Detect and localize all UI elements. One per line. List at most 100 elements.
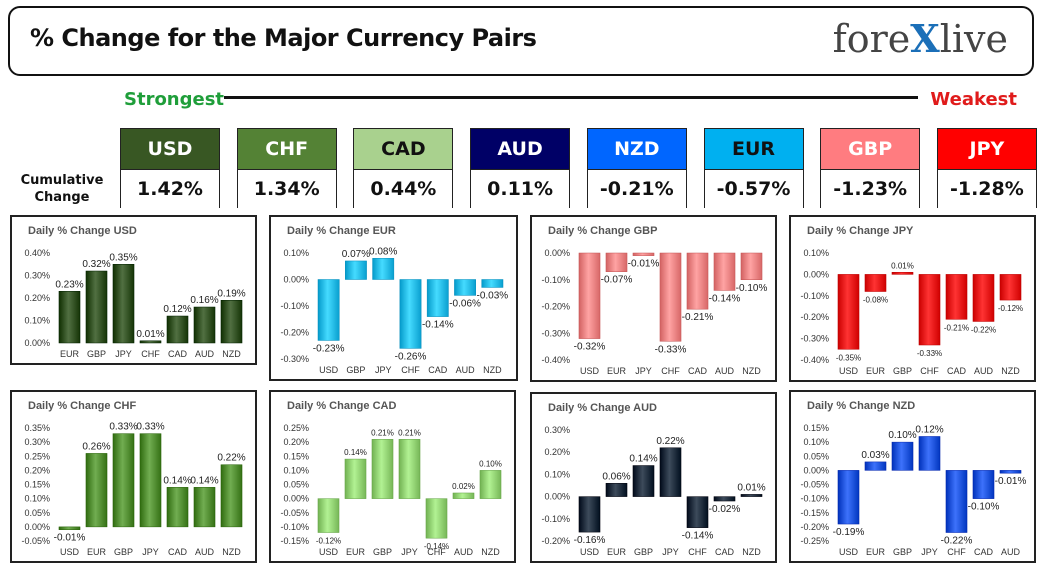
chart-chf: Daily % Change CHF -0.05% 0.00% 0.05% 0.10% 0… [21,400,245,557]
data-label: -0.22% [971,325,996,334]
y-tick-label: -0.20% [541,302,570,312]
data-label: 0.14% [344,448,367,457]
bar-usd [317,498,340,533]
chart-jpy: Daily % Change JPY -0.40% -0.30% -0.20% -0.1… [800,225,1023,376]
bar-cad [166,315,189,344]
y-tick-label: 0.10% [283,465,309,475]
data-label: -0.12% [316,537,341,546]
data-label: 0.33% [136,422,164,433]
y-tick-label: 0.10% [803,248,829,258]
data-label: -0.14% [422,320,454,331]
bar-cad [686,252,709,310]
currency-box-eur: EUR -0.57% [703,128,804,209]
chart-panel-nzd: Daily % Change NZD -0.25% -0.20% -0.15% -0.1… [789,390,1036,563]
x-tick-label: USD [839,547,859,557]
data-label: 0.06% [602,471,630,482]
bar-nzd [481,279,504,288]
bar-aud [972,274,995,322]
chart-title: Daily % Change USD [28,225,137,237]
x-tick-label: JPY [662,547,679,557]
logo-text-right: live [939,17,1008,61]
y-tick-label: 0.00% [544,248,570,258]
bar-aud [193,487,216,528]
x-tick-label: CAD [974,547,994,557]
y-tick-label: 0.00% [283,494,309,504]
bar-cad [713,496,736,502]
title-banner: % Change for the Major Currency Pairs fo… [8,6,1034,76]
bar-jpy [398,439,421,499]
y-tick-label: 0.05% [803,451,829,461]
bar-chf [425,498,448,539]
data-label: 0.10% [888,430,916,441]
y-tick-label: -0.10% [280,522,309,532]
x-tick-label: NZD [1001,366,1020,376]
x-tick-label: CHF [920,366,939,376]
y-tick-label: 0.00% [544,492,570,502]
data-label: 0.14% [629,454,657,465]
bar-eur [605,252,628,272]
currency-box-aud: AUD 0.11% [470,128,571,209]
chart-title: Daily % Change CHF [28,400,136,412]
x-tick-label: CHF [401,365,420,375]
y-tick-label: 0.20% [24,293,50,303]
x-tick-label: CHF [947,547,966,557]
data-label: 0.21% [371,428,394,437]
chart-title: Daily % Change GBP [548,225,657,237]
page-title: % Change for the Major Currency Pairs [30,24,537,52]
bar-nzd [220,300,243,344]
x-tick-label: NZD [222,547,241,557]
y-tick-label: 0.30% [24,437,50,447]
y-tick-label: 0.10% [24,494,50,504]
data-label: -0.35% [836,353,861,362]
y-tick-label: -0.20% [800,312,829,322]
bar-aud [999,470,1022,474]
x-tick-label: EUR [346,547,366,557]
y-tick-label: 0.30% [24,271,50,281]
y-tick-label: 0.15% [283,451,309,461]
bar-gbp [632,465,655,497]
logo-text-left: fore [832,17,911,61]
data-label: 0.02% [452,482,475,491]
y-tick-label: -0.20% [800,522,829,532]
x-tick-label: USD [580,547,600,557]
y-tick-label: -0.40% [541,355,570,365]
x-tick-label: GBP [893,547,912,557]
y-tick-label: 0.05% [283,480,309,490]
x-tick-label: USD [839,366,859,376]
bar-nzd [220,464,243,528]
x-tick-label: EUR [607,366,627,376]
data-label: -0.08% [863,296,888,305]
x-tick-label: GBP [893,366,912,376]
y-tick-label: 0.00% [803,465,829,475]
x-tick-label: EUR [60,349,80,359]
bar-eur [864,461,887,471]
bar-aud [452,492,475,499]
chart-gbp: Daily % Change GBP -0.40% -0.30% -0.20% -0.1… [541,225,767,376]
cumulative-label-line-1: Cumulative [20,173,104,188]
y-tick-label: -0.25% [800,536,829,546]
currency-cumulative-value: -1.23% [821,170,920,209]
x-tick-label: JPY [921,547,938,557]
y-tick-label: 0.00% [283,275,309,285]
y-tick-label: -0.10% [800,494,829,504]
chart-panel-usd: Daily % Change USD 0.00% 0.10% 0.20% 0.30% 0.… [10,215,257,365]
chart-title: Daily % Change JPY [807,225,914,237]
bar-chf [659,252,682,342]
bar-nzd [999,274,1022,301]
bar-jpy [112,264,135,344]
data-label: -0.01% [628,259,660,270]
x-tick-label: NZD [481,547,500,557]
chart-usd: Daily % Change USD 0.00% 0.10% 0.20% 0.30% 0.… [24,225,245,359]
currency-box-nzd: NZD -0.21% [586,128,687,209]
bar-jpy [139,433,162,528]
currency-cumulative-value: 0.11% [471,170,570,209]
chart-panel-cad: Daily % Change CAD -0.15% -0.10% -0.05% 0.00… [269,390,516,563]
data-label: 0.22% [656,436,684,447]
currency-name: AUD [471,129,570,170]
y-tick-label: -0.10% [800,291,829,301]
data-label: 0.01% [737,482,765,493]
y-tick-label: 0.00% [803,269,829,279]
bar-chf [139,340,162,344]
bar-eur [58,291,81,344]
y-tick-label: -0.15% [800,508,829,518]
